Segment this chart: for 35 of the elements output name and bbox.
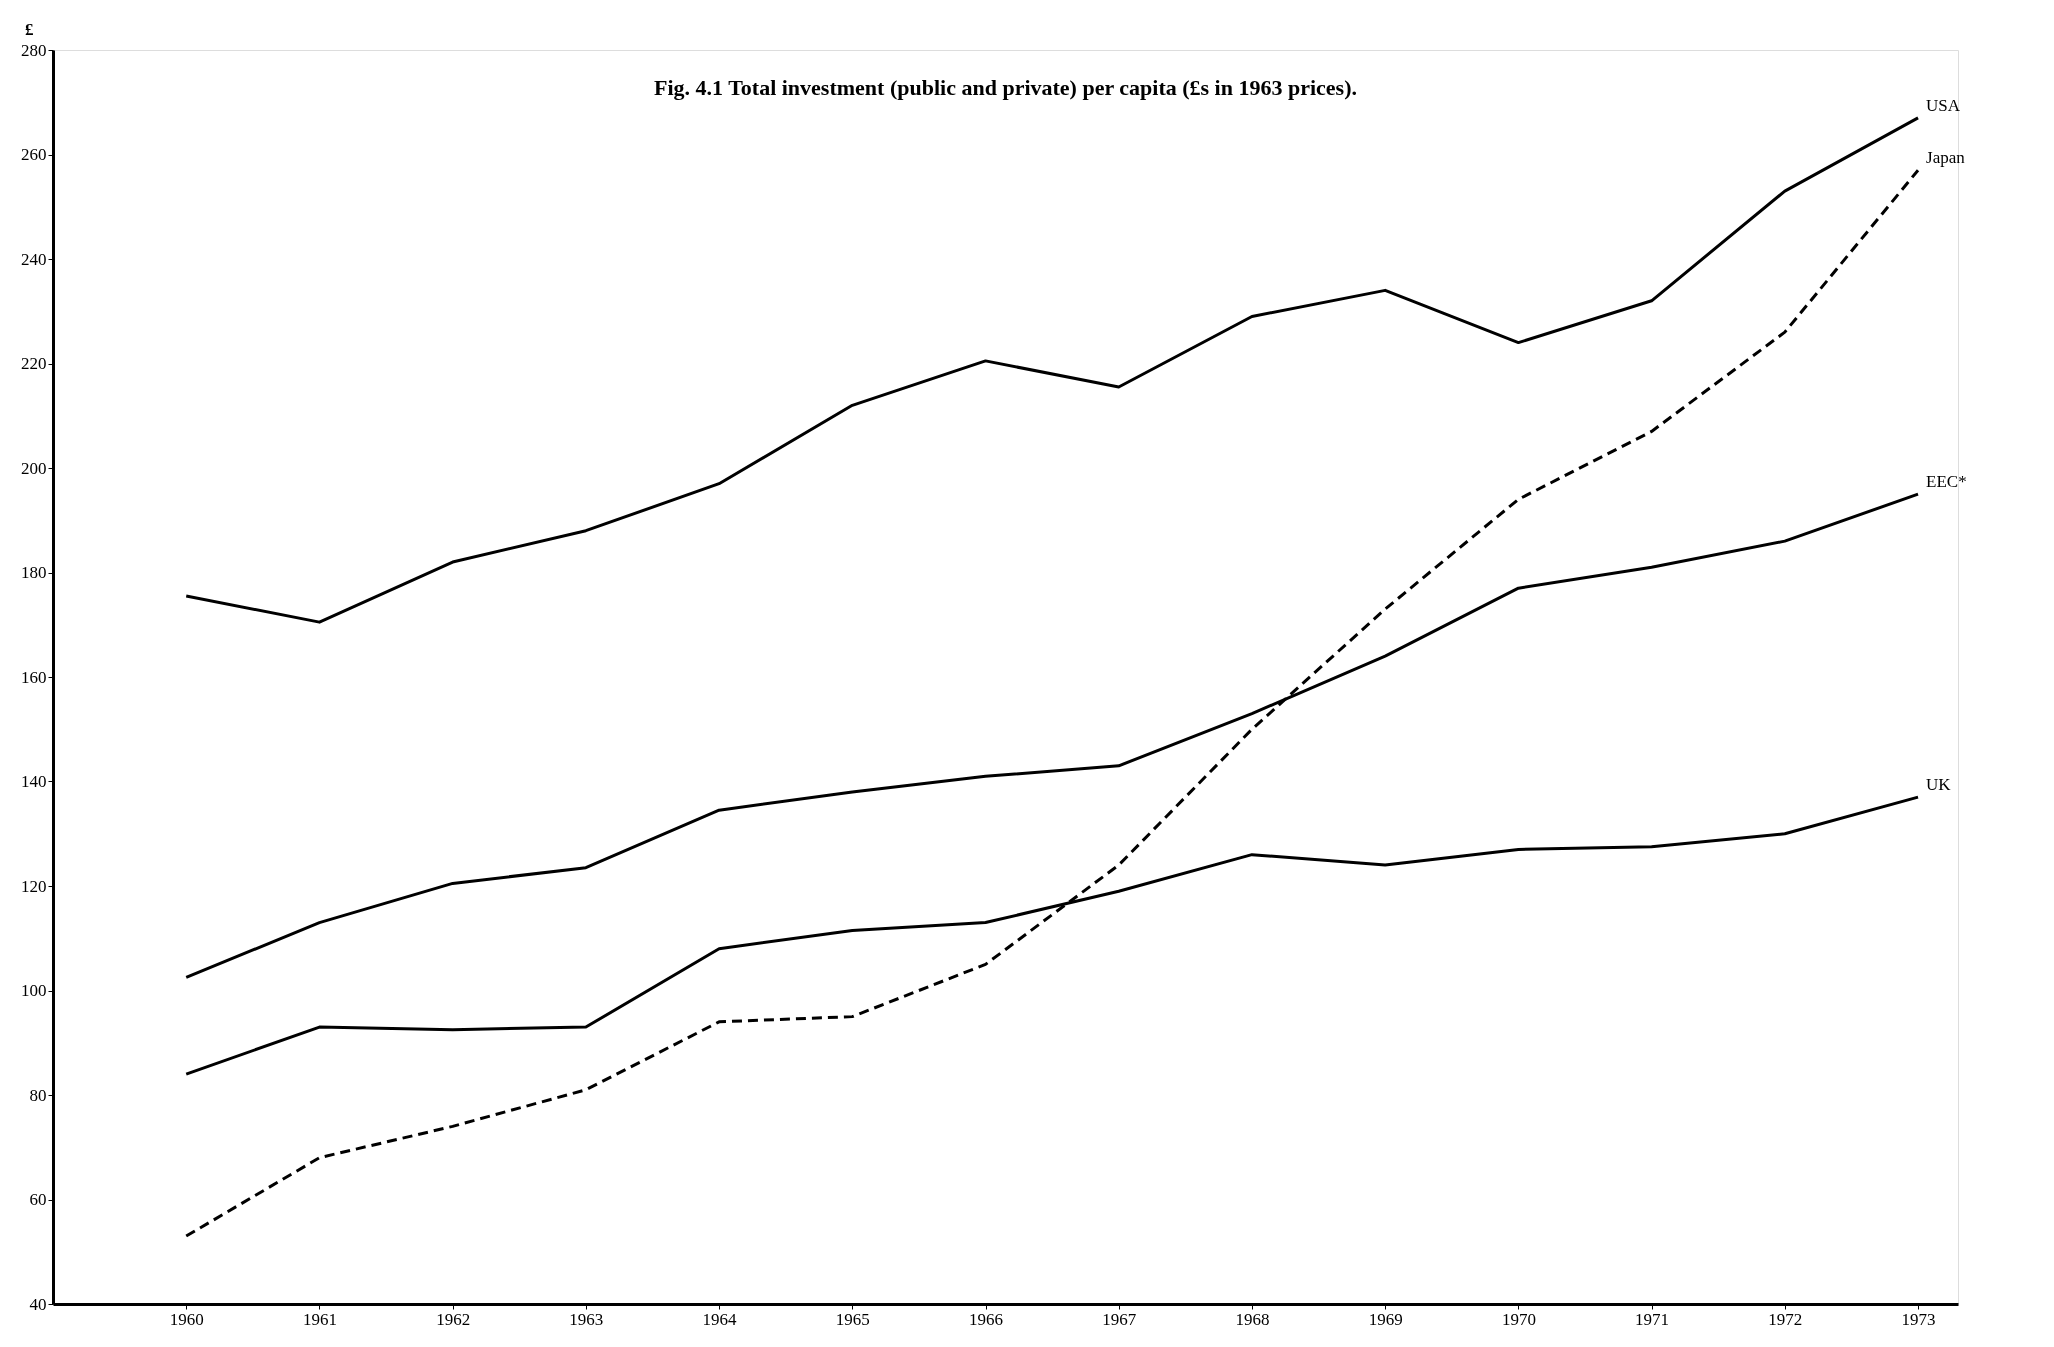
x-tick-label: 1972 — [1768, 1309, 1803, 1329]
y-tick-label: 260 — [21, 145, 47, 164]
x-tick-label: 1967 — [1102, 1309, 1137, 1329]
x-tick-label: 1962 — [436, 1309, 471, 1329]
series-label: EEC* — [1926, 472, 1967, 492]
x-tick-label: 1966 — [969, 1309, 1004, 1329]
y-tick-label: 40 — [29, 1294, 47, 1314]
x-tick-label: 1965 — [835, 1309, 870, 1329]
x-tick-label: 1961 — [302, 1309, 337, 1329]
series-label: Japan — [1926, 148, 1966, 168]
series-label: USA — [1926, 95, 1961, 115]
y-tick-label: 100 — [21, 981, 47, 1000]
x-tick-label: 1963 — [569, 1309, 604, 1329]
series-label: UK — [1926, 775, 1952, 795]
y-tick-label: 160 — [21, 667, 47, 687]
x-tick-label: 1971 — [1635, 1309, 1670, 1329]
x-tick-label: 1973 — [1901, 1309, 1936, 1329]
y-tick-label: 220 — [21, 354, 47, 373]
line-series — [184, 168, 1920, 1238]
y-tick-label: 180 — [21, 563, 47, 582]
y-tick-label: 240 — [21, 249, 47, 269]
x-tick-label: 1968 — [1235, 1309, 1270, 1329]
y-axis-title: £ — [25, 19, 34, 39]
y-tick-label: 120 — [21, 876, 47, 896]
y-tick-label: 80 — [29, 1085, 47, 1105]
y-tick-label: 280 — [21, 40, 47, 60]
x-tick-label: 1969 — [1368, 1309, 1403, 1329]
y-tick-label: 60 — [29, 1190, 47, 1209]
x-tick-label: 1960 — [169, 1309, 204, 1329]
x-tick-label: 1964 — [702, 1309, 738, 1329]
text: Fig. 4.1 Total investment (public and private) per capita (£s in 1963 prices). — [654, 75, 1357, 100]
y-tick-label: 200 — [21, 458, 47, 478]
y-tick-label: 140 — [21, 772, 47, 791]
x-tick-label: 1970 — [1501, 1309, 1536, 1329]
line-series — [184, 116, 1920, 624]
